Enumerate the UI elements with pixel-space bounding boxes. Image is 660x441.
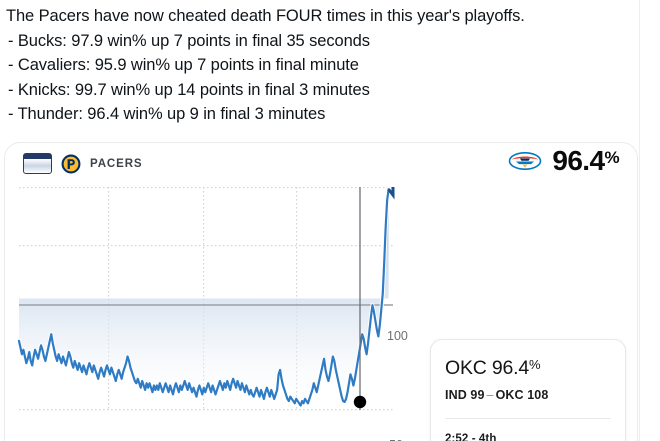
chart-final-spike <box>387 187 395 200</box>
chart-hover-marker <box>353 395 367 409</box>
tooltip-team: OKC <box>445 357 487 379</box>
chart-tooltip: OKC 96.4% IND 99–OKC 108 2:52 - 4th OKC … <box>430 339 626 441</box>
tooltip-score-dash: – <box>486 388 494 403</box>
win-probability-bar-icon <box>23 153 52 174</box>
win-percentage-value: 96.4 <box>552 145 605 176</box>
card-header-left: PACERS <box>23 153 142 174</box>
y-axis-label-mid: 50 <box>389 438 403 441</box>
card-header-right: 96.4% <box>508 147 620 175</box>
tooltip-divider <box>445 418 611 420</box>
win-percentage-display: 96.4% <box>552 147 619 175</box>
tooltip-title: OKC 96.4% <box>445 357 611 379</box>
team-name-label: PACERS <box>90 157 143 170</box>
post-line-headline: The Pacers have now cheated death FOUR t… <box>6 7 525 25</box>
post-line-knicks: - Knicks: 99.7 win% up 14 points in fina… <box>8 80 370 99</box>
chart-svg <box>17 187 395 411</box>
tooltip-game-time: 2:52 - 4th <box>445 433 497 441</box>
tooltip-percent-symbol: % <box>529 357 541 372</box>
gridline-bottom <box>19 409 393 411</box>
post-text-block: The Pacers have now cheated death FOUR t… <box>6 4 634 127</box>
thunder-logo <box>508 147 542 175</box>
pacers-logo <box>61 154 81 174</box>
post-line-thunder: - Thunder: 96.4 win% up 9 in final 3 min… <box>8 105 326 124</box>
percent-symbol: % <box>604 148 619 167</box>
tooltip-home-score: OKC 108 <box>495 388 549 403</box>
win-probability-chart[interactable] <box>15 187 415 441</box>
page-right-rule <box>639 0 640 441</box>
card-header: PACERS 96.4% <box>5 143 637 189</box>
y-axis-label-top: 100 <box>387 329 408 343</box>
tooltip-away-score: IND 99 <box>445 388 485 403</box>
gridline-upper <box>19 245 393 247</box>
post-line-cavaliers: - Cavaliers: 95.9 win% up 7 points in fi… <box>8 56 359 75</box>
chart-line <box>17 188 390 407</box>
win-probability-card[interactable]: PACERS 96.4% <box>4 142 638 441</box>
tooltip-pct: 96.4 <box>491 357 530 379</box>
tooltip-score: IND 99– OKC 108 <box>445 388 611 402</box>
chart-area-fill <box>19 189 389 406</box>
gridline-top <box>19 187 393 189</box>
post-line-bucks: - Bucks: 97.9 win% up 7 points in final … <box>8 31 370 50</box>
